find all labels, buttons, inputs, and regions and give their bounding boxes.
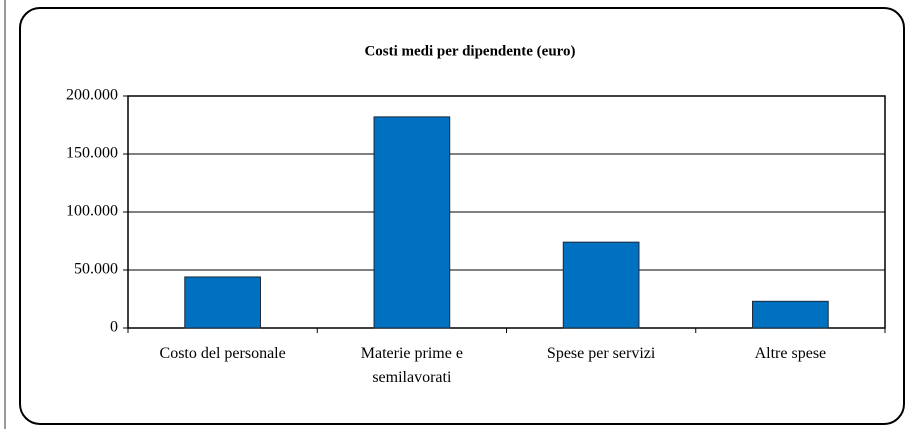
bar (184, 276, 261, 329)
chart-title: Costi medi per dipendente (euro) (364, 43, 575, 59)
bar (562, 241, 640, 329)
y-tick-label: 200.000 (66, 87, 118, 104)
bar (373, 116, 451, 329)
x-tick-label: Spese per servizi (546, 345, 656, 362)
y-tick-label: 50.000 (74, 261, 118, 278)
x-tick-label: Costo del personale (159, 345, 286, 362)
y-tick-label: 150.000 (66, 145, 118, 162)
x-tick-label: Materie prime e semilavorati (360, 345, 463, 386)
y-tick-label: 0 (110, 319, 118, 336)
y-tick-label: 100.000 (66, 203, 118, 220)
x-tick-label: Altre spese (754, 345, 827, 362)
bar (752, 300, 829, 329)
